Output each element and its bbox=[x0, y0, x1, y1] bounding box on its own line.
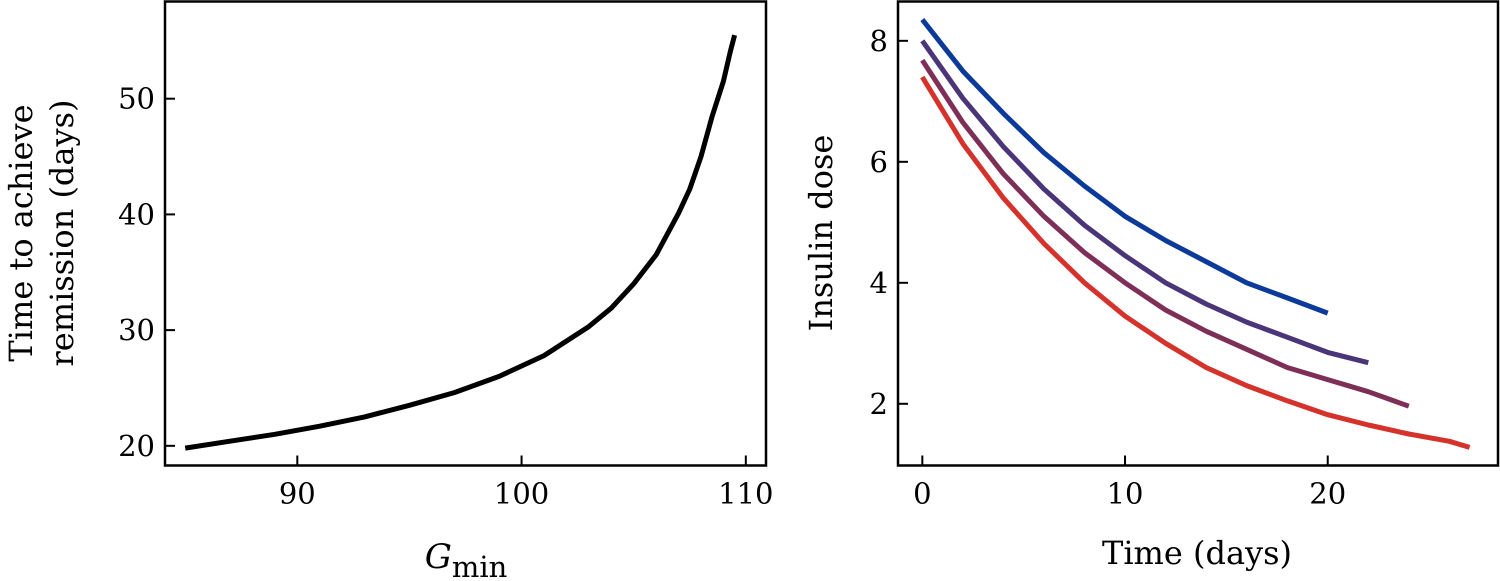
right-curves bbox=[920, 18, 1471, 450]
x-tick-label-1-1: 10 bbox=[1107, 477, 1144, 511]
series-line-0-0 bbox=[184, 34, 738, 451]
y-tick-label-1-1: 4 bbox=[870, 266, 888, 300]
y-tick-label-0-2: 40 bbox=[118, 197, 155, 231]
left-curves bbox=[184, 34, 738, 451]
y-tick-label-0-3: 50 bbox=[118, 82, 155, 116]
y-tick-label-1-3: 8 bbox=[870, 24, 888, 58]
series-line-1-0 bbox=[920, 18, 1329, 316]
right-panel: 0 10 20 2 4 6 8 Insulin dose Time (days) bbox=[802, 0, 1500, 572]
left-y-axis-label-line-2: remission (days) bbox=[43, 100, 81, 367]
y-tick-label-1-2: 6 bbox=[870, 145, 888, 179]
left-plot-frame bbox=[163, 0, 768, 467]
right-ticks: 0 10 20 2 4 6 8 bbox=[870, 24, 1347, 511]
x-tick-label-0-0: 90 bbox=[279, 477, 316, 511]
x-tick-label-1-0: 0 bbox=[913, 477, 931, 511]
left-ticks: 90 100 110 20 30 40 50 bbox=[118, 82, 773, 511]
x-tick-label-1-2: 20 bbox=[1309, 477, 1346, 511]
series-line-1-3 bbox=[920, 75, 1471, 450]
series-line-1-2 bbox=[920, 58, 1410, 409]
y-tick-label-0-0: 20 bbox=[118, 429, 155, 463]
y-tick-label-1-0: 2 bbox=[870, 387, 888, 421]
left-x-axis-label-subscript: min bbox=[452, 550, 507, 581]
left-panel: 90 100 110 20 30 40 50 Time to achieve remissi… bbox=[2, 0, 773, 581]
left-x-axis-label: Gmin bbox=[425, 537, 508, 581]
left-x-axis-label-main: G bbox=[425, 537, 452, 577]
left-y-axis-label-line-1: Time to achieve bbox=[2, 104, 40, 361]
right-x-axis-label: Time (days) bbox=[1102, 534, 1292, 572]
x-tick-label-0-2: 110 bbox=[718, 477, 773, 511]
right-y-axis-label: Insulin dose bbox=[802, 135, 840, 332]
x-tick-label-0-1: 100 bbox=[494, 477, 549, 511]
series-line-1-1 bbox=[920, 39, 1369, 366]
right-plot-frame bbox=[896, 0, 1500, 467]
y-tick-label-0-1: 30 bbox=[118, 313, 155, 347]
